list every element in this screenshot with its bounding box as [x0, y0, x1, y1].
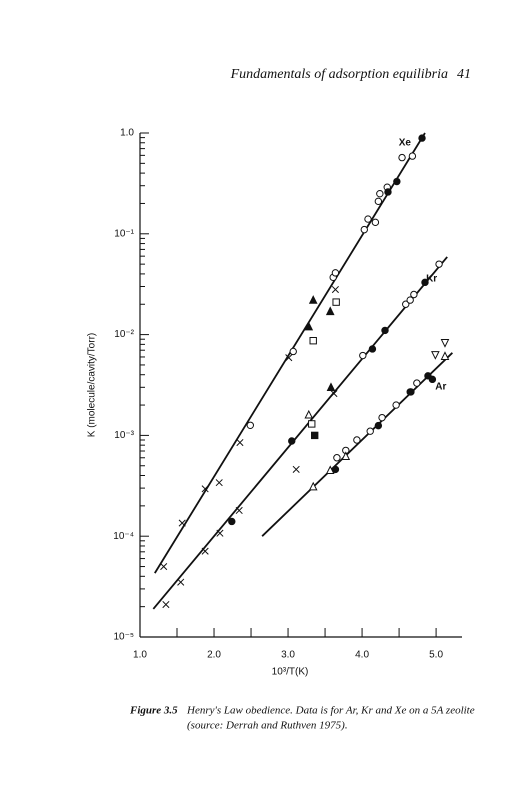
x-tick-label: 4.0	[355, 650, 369, 661]
marker-x	[292, 465, 300, 473]
marker-circle	[331, 269, 340, 277]
x-tick-label: 3.0	[281, 650, 295, 661]
marker-triangle	[440, 351, 450, 360]
marker-circle	[374, 197, 383, 206]
marker-circle	[408, 152, 417, 160]
marker-square	[308, 420, 316, 428]
x-tick-label: 1.0	[133, 650, 147, 661]
marker-x	[236, 438, 244, 447]
marker-circle	[374, 421, 383, 430]
x-tick-label: 5.0	[429, 650, 443, 661]
line-label: Ar	[435, 381, 446, 392]
marker-circle	[406, 388, 414, 396]
marker-circle	[376, 189, 384, 198]
marker-circle	[288, 437, 296, 445]
y-tick-label: 10⁻³	[114, 430, 134, 441]
marker-circle	[392, 401, 400, 409]
y-tick-label: 10⁻⁴	[113, 531, 134, 542]
fit-line	[152, 256, 448, 610]
marker-circle	[413, 379, 421, 387]
marker-x	[178, 519, 186, 527]
marker-x	[201, 485, 209, 493]
marker-circle	[384, 188, 392, 196]
marker-circle	[381, 326, 389, 335]
marker-triangle	[326, 382, 336, 392]
marker-square	[310, 431, 319, 440]
marker-x	[162, 600, 170, 609]
marker-circle	[435, 260, 443, 268]
caption-text: (source: Derrah and Ruthven 1975).	[187, 720, 348, 732]
marker-circle	[378, 413, 386, 422]
marker-triangle	[304, 321, 314, 331]
marker-x	[285, 354, 293, 362]
page-number: 41	[457, 67, 471, 82]
marker-x	[331, 285, 339, 294]
marker-x	[160, 562, 168, 571]
marker-circle	[353, 436, 361, 444]
marker-square	[332, 298, 340, 306]
x-tick-label: 2.0	[207, 650, 221, 661]
marker-triangle	[308, 295, 318, 304]
marker-circle	[359, 351, 367, 360]
marker-circle	[406, 296, 414, 304]
marker-circle	[366, 427, 374, 435]
marker-triangle	[431, 351, 440, 360]
marker-circle	[289, 347, 297, 356]
marker-circle	[360, 225, 368, 234]
marker-triangle	[440, 339, 450, 348]
marker-triangle	[325, 306, 335, 316]
marker-x	[177, 578, 185, 586]
marker-circle	[371, 218, 380, 227]
running-head: Fundamentals of adsorption equilibria	[230, 67, 448, 82]
marker-triangle	[341, 451, 351, 461]
marker-x	[215, 479, 223, 487]
y-axis-title: K (molecule/cavity/Torr)	[87, 333, 98, 437]
marker-x	[235, 506, 243, 515]
marker-circle	[410, 290, 418, 299]
marker-triangle	[304, 409, 314, 419]
marker-circle	[402, 300, 410, 308]
marker-square	[309, 336, 317, 345]
marker-x	[216, 529, 224, 537]
line-label: Xe	[399, 138, 412, 149]
caption-label: Figure 3.5	[129, 705, 178, 717]
marker-circle	[418, 134, 426, 142]
x-axis-title: 10³/T(K)	[272, 667, 309, 678]
marker-circle	[421, 278, 429, 287]
fit-line	[261, 352, 454, 537]
marker-circle	[393, 177, 401, 186]
y-tick-label: 10⁻¹	[114, 228, 134, 239]
marker-circle	[428, 375, 437, 384]
y-tick-label: 10⁻⁵	[113, 632, 134, 643]
y-tick-label: 1.0	[120, 128, 134, 139]
marker-x	[330, 390, 338, 398]
y-tick-label: 10⁻²	[114, 329, 134, 340]
marker-triangle	[308, 481, 318, 491]
marker-circle	[398, 153, 406, 162]
caption-text: Henry's Law obedience. Data is for Ar, K…	[186, 705, 475, 717]
marker-triangle	[325, 465, 335, 475]
line-label: Kr	[426, 274, 437, 285]
marker-circle	[246, 421, 254, 429]
marker-circle	[333, 454, 341, 462]
marker-circle	[368, 345, 377, 353]
marker-circle	[228, 517, 236, 526]
marker-x	[201, 547, 209, 555]
marker-circle	[364, 215, 372, 223]
